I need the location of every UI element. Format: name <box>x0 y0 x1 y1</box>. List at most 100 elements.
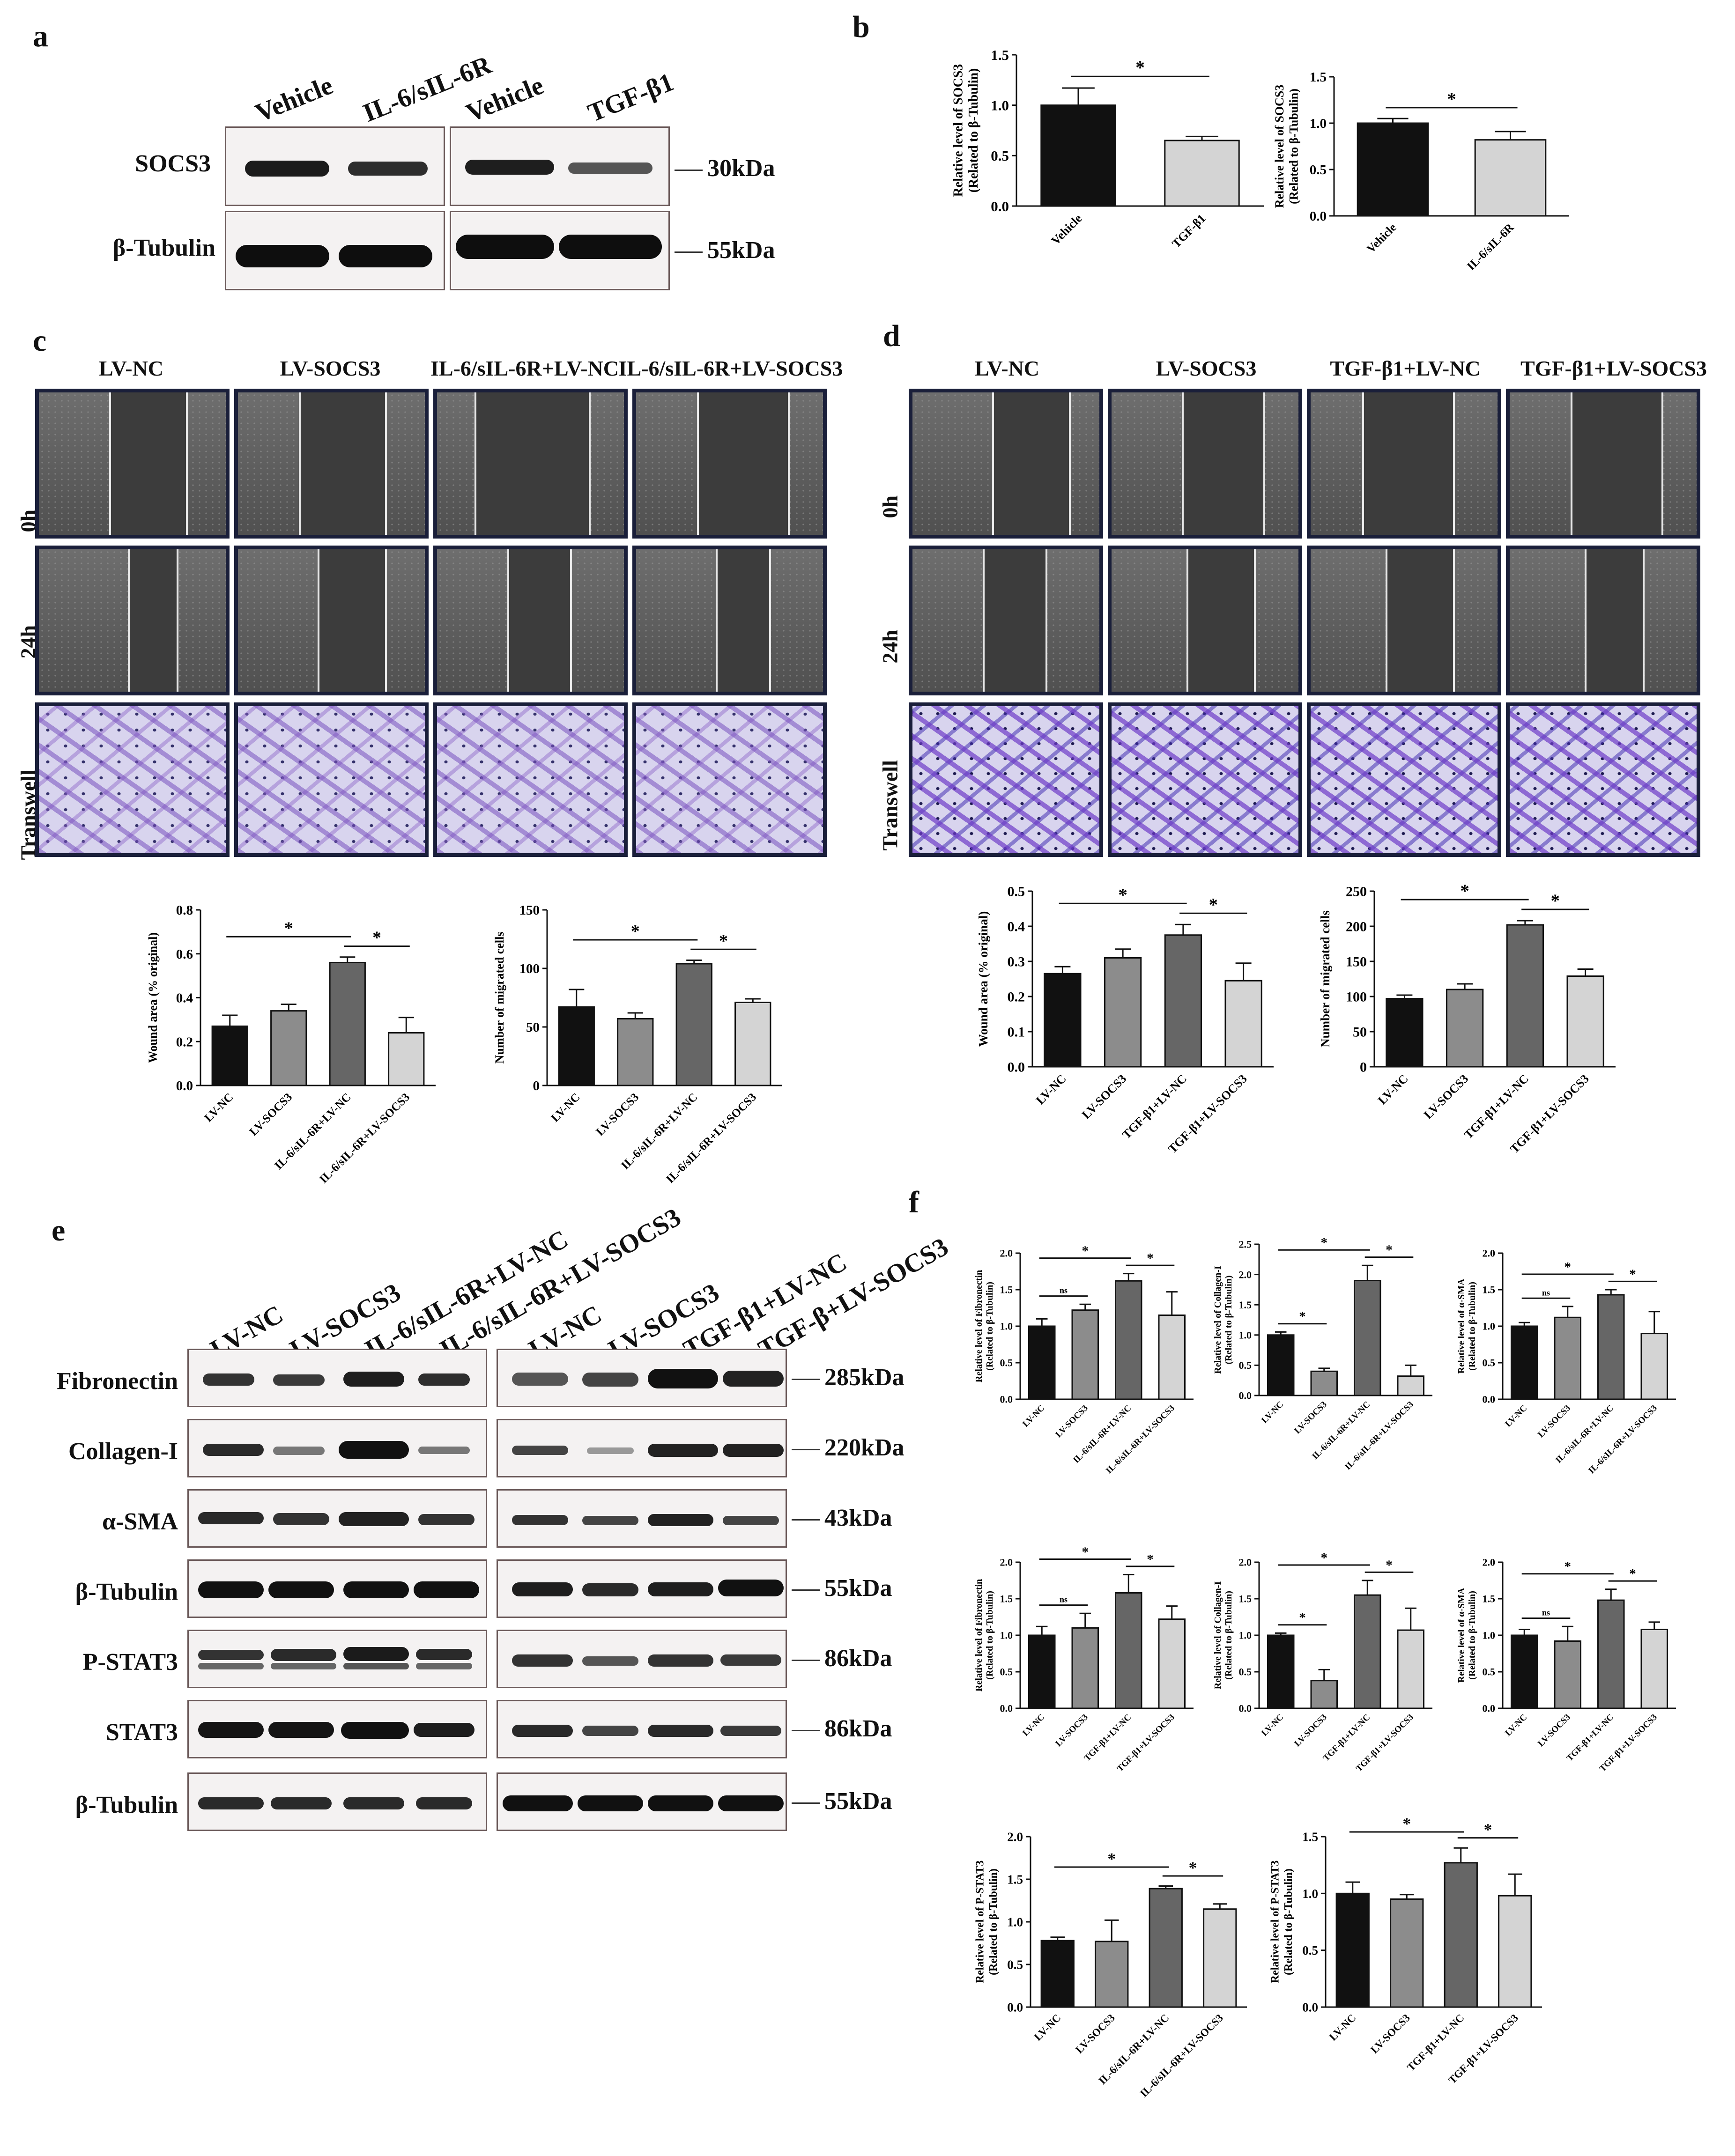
micrograph <box>1506 546 1700 695</box>
bar <box>1390 1898 1424 2008</box>
micrograph <box>1307 389 1501 539</box>
significance-label: * <box>719 931 728 951</box>
y-tick-label: 1.5 <box>991 47 1009 63</box>
x-tick-label: LV-NC <box>1033 1072 1069 1108</box>
micrograph <box>433 546 628 695</box>
y-tick-label: 0.5 <box>1000 1357 1013 1369</box>
bar <box>1354 1280 1381 1396</box>
bar <box>1028 1634 1056 1709</box>
chart-f2: 0.0 0.5 1.0 1.5 2.0 2.5 Relative level of Coll… <box>1213 1235 1432 1472</box>
blot-e-row-label: P-STAT3 <box>82 1649 178 1676</box>
x-tick-label: Vehicle <box>1049 212 1085 248</box>
x-tick-label: LV-SOCS3 <box>247 1091 295 1138</box>
micro-c-col-label: LV-NC <box>98 356 164 380</box>
y-tick-label: 0.0 <box>1302 2000 1318 2014</box>
y-tick-label: 1.0 <box>991 97 1009 114</box>
x-tick-label: LV-SOCS3 <box>1421 1072 1471 1122</box>
y-tick-label: 150 <box>519 903 540 918</box>
y-tick-label: 0.5 <box>1310 162 1327 177</box>
blot-e-box <box>497 1489 787 1548</box>
blot-e-row-label: Collagen-I <box>68 1438 178 1465</box>
significance-label: * <box>1460 881 1469 901</box>
y-tick-label: 2.0 <box>1483 1248 1496 1259</box>
bar <box>1203 1908 1237 2008</box>
blot-e-box <box>497 1419 787 1477</box>
bar <box>1397 1375 1424 1396</box>
y-tick-label: 0.5 <box>1239 1359 1252 1371</box>
blot-e-box <box>187 1772 487 1831</box>
y-tick-label: 1.5 <box>1000 1593 1013 1605</box>
y-tick-label: 1.0 <box>1007 1915 1023 1929</box>
y-axis-label: Relative level of SOCS3 <box>1273 85 1286 208</box>
y-tick-label: 0.0 <box>1000 1394 1013 1405</box>
bar <box>1158 1618 1186 1709</box>
micrograph <box>909 702 1103 857</box>
x-tick-label: LV-SOCS3 <box>1368 2012 1412 2056</box>
significance-label: * <box>1484 1821 1492 1839</box>
bar <box>329 962 366 1086</box>
micrograph <box>234 702 429 857</box>
y-tick-label: 0.5 <box>1239 1666 1252 1678</box>
y-tick-label: 0.0 <box>1008 1060 1025 1075</box>
blot-e-row-label: Fibronectin <box>56 1368 178 1395</box>
blot-e-kda: 43kDa <box>791 1505 892 1531</box>
blot-e-row-label: β-Tubulin <box>75 1579 178 1605</box>
bar <box>1640 1333 1668 1400</box>
y-tick-label: 1.5 <box>1310 70 1327 85</box>
y-tick-label: 1.0 <box>1000 1630 1013 1641</box>
x-tick-label: TGF-β1+LV-NC <box>1083 1712 1134 1763</box>
bar <box>1071 1309 1099 1400</box>
significance-label: * <box>1386 1558 1393 1573</box>
y-axis-label: (Related to β-Tubulin) <box>1467 1591 1477 1680</box>
bar <box>270 1010 307 1086</box>
bar <box>1498 1895 1532 2008</box>
blot-a-box <box>225 211 445 290</box>
bar <box>1158 1314 1186 1400</box>
y-axis-label: Relative level of Collagen-I <box>1213 1581 1223 1690</box>
x-tick-label: LV-NC <box>1375 1072 1411 1108</box>
bar <box>1354 1594 1381 1709</box>
significance-label: * <box>1082 1244 1089 1259</box>
x-tick-label: LV-NC <box>1503 1403 1529 1429</box>
significance-label: * <box>1564 1260 1572 1275</box>
x-tick-label: LV-NC <box>1327 2012 1358 2043</box>
bar <box>1597 1294 1625 1400</box>
y-axis-label: Relative level of Collagen-I <box>1213 1266 1223 1374</box>
x-tick-label: TGF-β1+LV-NC <box>1321 1712 1372 1763</box>
micrograph <box>35 546 230 695</box>
micrograph <box>632 546 827 695</box>
bar <box>1506 924 1544 1068</box>
significance-label: * <box>1629 1566 1636 1581</box>
bar <box>1267 1634 1295 1709</box>
y-tick-label: 1.0 <box>1310 116 1327 131</box>
micrograph <box>35 702 230 857</box>
y-tick-label: 2.5 <box>1239 1239 1252 1250</box>
bar <box>1357 122 1429 217</box>
blot-e-box <box>187 1559 487 1618</box>
bar <box>1164 934 1202 1068</box>
y-tick-label: 0.6 <box>176 947 193 962</box>
x-tick-label: TGF-β1+LV-NC <box>1461 1072 1531 1142</box>
y-tick-label: 2.0 <box>1007 1830 1023 1844</box>
micro-d-row-label: 24h <box>878 629 902 664</box>
y-tick-label: 200 <box>1346 919 1367 935</box>
y-tick-label: 1.5 <box>1302 1830 1318 1844</box>
blot-a-lane-label: TGF-β1 <box>584 67 678 128</box>
blot-e-box <box>497 1349 787 1407</box>
x-tick-label: LV-NC <box>1260 1399 1285 1425</box>
blot-e-box <box>187 1349 487 1407</box>
blot-e-row-label: α-SMA <box>102 1508 178 1535</box>
x-tick-label: IL-6/sIL-6R <box>1465 221 1517 273</box>
x-tick-label: LV-NC <box>1260 1712 1285 1738</box>
x-tick-label: TGF-β1+LV-NC <box>1565 1712 1616 1763</box>
chart-f8: 0.0 0.5 1.0 1.5 Relative level of P-STAT3 (Re… <box>1269 1817 1542 2086</box>
significance-label: * <box>1403 1817 1411 1833</box>
bar <box>388 1032 425 1086</box>
y-tick-label: 2.0 <box>1000 1557 1013 1568</box>
significance-label: * <box>1447 89 1456 109</box>
y-tick-label: 0.8 <box>176 903 193 918</box>
blot-a-box <box>450 126 670 206</box>
bar <box>1554 1640 1581 1709</box>
y-axis-label: (Related to β-Tubulin) <box>985 1282 995 1371</box>
y-axis-label: Relative level of α-SMA <box>1456 1587 1467 1683</box>
